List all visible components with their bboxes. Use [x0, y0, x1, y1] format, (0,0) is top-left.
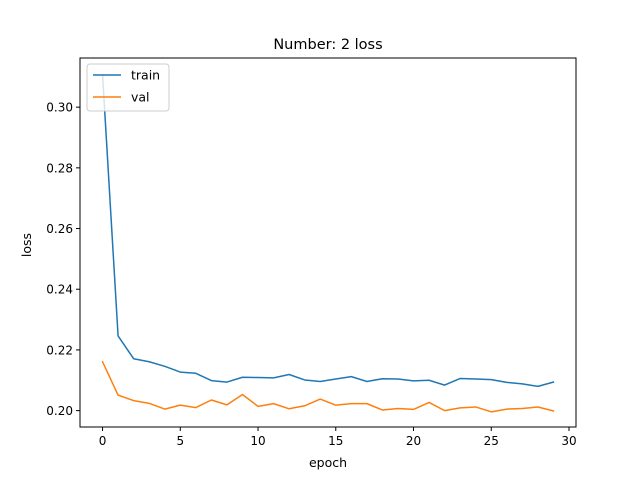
y-tick-label: 0.22	[46, 343, 73, 357]
y-axis: 0.20 0.22 0.24 0.26 0.28 0.30	[46, 101, 80, 418]
series-line-train	[101, 73, 555, 388]
y-tick-label: 0.28	[46, 161, 73, 175]
y-tick-label: 0.30	[46, 101, 73, 115]
x-tick-label: 10	[250, 434, 265, 448]
chart-title: Number: 2 loss	[273, 37, 382, 53]
series-line-val	[101, 360, 555, 413]
y-tick-label: 0.24	[46, 283, 73, 297]
legend-label-val: val	[131, 90, 150, 105]
y-tick-label: 0.20	[46, 404, 73, 418]
x-tick-label: 30	[561, 434, 576, 448]
x-tick-label: 15	[328, 434, 343, 448]
plot-area-frame	[79, 57, 577, 428]
y-tick-label: 0.26	[46, 222, 73, 236]
x-tick-label: 20	[406, 434, 421, 448]
legend: train val	[86, 63, 170, 112]
x-axis: 0 5 10 15 20 25 30	[99, 427, 577, 448]
x-axis-label: epoch	[309, 455, 347, 470]
plot-series	[101, 73, 555, 413]
legend-label-train: train	[131, 68, 160, 83]
x-tick-label: 5	[176, 434, 184, 448]
x-tick-label: 25	[484, 434, 499, 448]
y-axis-label: loss	[19, 233, 34, 257]
x-tick-label: 0	[99, 434, 107, 448]
